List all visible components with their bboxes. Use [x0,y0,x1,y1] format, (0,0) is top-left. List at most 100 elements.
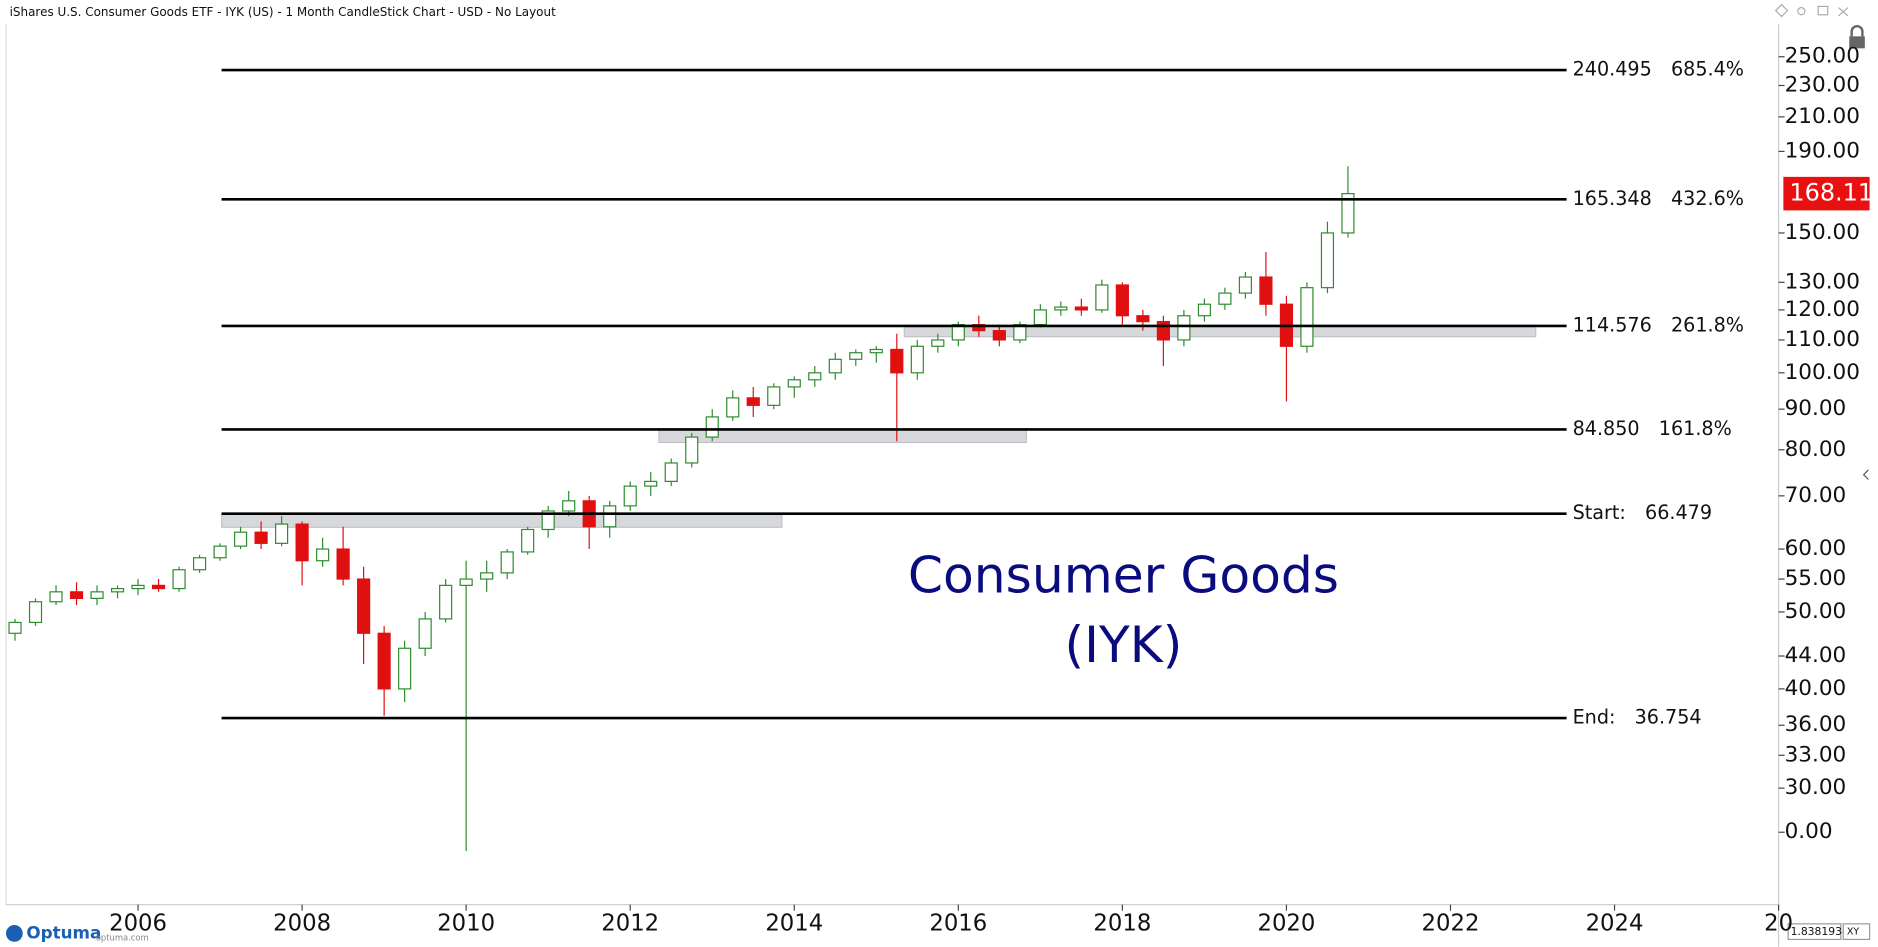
level-label: 432.6% [1671,187,1744,210]
candle-body [1115,284,1129,317]
candle-body [1177,315,1191,341]
mode-box[interactable] [1842,923,1871,941]
level-label: 36.754 [1635,706,1702,729]
candle-body [664,462,678,482]
level-label: End: [1573,706,1616,729]
lock-icon[interactable] [1850,25,1864,37]
candle-body [439,584,453,620]
candle-body [233,531,248,547]
price-label: 168.11 [1789,179,1873,207]
candle-body [767,386,781,406]
candle-body [480,572,494,580]
level-label: 161.8% [1659,417,1732,440]
x-tick-label: 20 [1764,910,1793,936]
candle-body [849,352,863,360]
icon[interactable] [1774,3,1789,18]
y-tick-label: 90.00 [1785,396,1847,421]
y-tick-label: 36.00 [1785,712,1847,737]
level-label: 685.4% [1671,58,1744,81]
candle-body [1033,309,1047,326]
candle-body [151,584,166,590]
candle-body [1054,306,1068,311]
y-tick-label: 250.00 [1785,44,1860,69]
candle-body [992,330,1006,341]
y-tick-label: 100.00 [1785,360,1860,385]
collapse-icon[interactable] [1862,469,1869,480]
x-tick-label: 2016 [929,910,987,936]
x-tick-label: 2006 [109,910,167,936]
candle-body [808,372,822,381]
candle-body [295,523,309,562]
candle-body [1341,193,1355,234]
y-tick-label: 0.00 [1785,819,1833,844]
candle-body [623,485,637,507]
level-label: 165.348 [1573,187,1652,210]
annotation: (IYK) [1065,615,1183,674]
candle-body [521,528,535,553]
candle-body [931,339,945,347]
mode[interactable]: XY [1847,927,1860,938]
candle-body [1259,276,1273,305]
scale-box [1787,923,1842,941]
price-marker [1783,176,1870,211]
y-tick-label: 33.00 [1785,742,1847,767]
candle-body [90,591,104,599]
candle-body [336,548,350,580]
candle-body [562,500,576,512]
candle-body [1238,276,1253,294]
candle-body [890,348,904,374]
scale-value: 1.8381934 [1791,925,1849,938]
candle-body [8,621,22,634]
candle-body [705,416,719,438]
candle-body [787,379,801,388]
candle-body [28,601,43,624]
candle-body [459,578,473,586]
candle-body [726,397,740,418]
y-tick-label: 70.00 [1785,483,1847,508]
x-tick-label: 2010 [437,910,495,936]
annotation: Consumer Goods [908,545,1339,604]
candle-body [275,523,289,544]
candle-body [1136,315,1150,323]
y-tick-label: 150.00 [1785,220,1860,245]
level-label: 261.8% [1671,313,1744,336]
y-tick-label: 190.00 [1785,138,1860,163]
y-tick-label: 110.00 [1785,327,1860,352]
y-tick-label: 230.00 [1785,73,1860,98]
icon[interactable] [1797,6,1806,16]
candle-body [254,531,268,544]
candle-body [49,591,63,603]
candle-body [1197,303,1211,317]
x-tick-label: 2022 [1422,910,1480,936]
icon[interactable] [1817,5,1829,16]
y-tick-label: 130.00 [1785,269,1860,294]
lock-icon[interactable] [1849,36,1865,49]
y-tick-label: 40.00 [1785,676,1847,701]
plot [8,68,1567,852]
logo-site: optuma.com [96,933,149,943]
candle-body [685,436,699,464]
window-icons[interactable] [1774,3,1869,480]
candle-body [1095,284,1109,311]
candle-body [910,345,924,374]
x-tick-label: 2018 [1093,910,1151,936]
level-label: 84.850 [1573,417,1640,440]
candle-body [1300,287,1314,347]
candle-body [1320,232,1335,289]
x-tick-label: 2024 [1586,910,1644,936]
candle-body [398,647,412,690]
chart-title: iShares U.S. Consumer Goods ETF - IYK (U… [10,5,556,19]
icon[interactable] [1838,7,1849,17]
candle-body [316,548,330,562]
candle-body [1156,321,1170,341]
y-tick-label: 55.00 [1785,566,1847,591]
logo-icon [5,925,23,942]
logo: Optuma [26,922,101,942]
y-tick-label: 44.00 [1785,643,1847,668]
candle-body [213,545,227,559]
candle-body [500,551,514,574]
x-tick-label: 2014 [765,910,823,936]
y-tick-label: 80.00 [1785,437,1847,462]
